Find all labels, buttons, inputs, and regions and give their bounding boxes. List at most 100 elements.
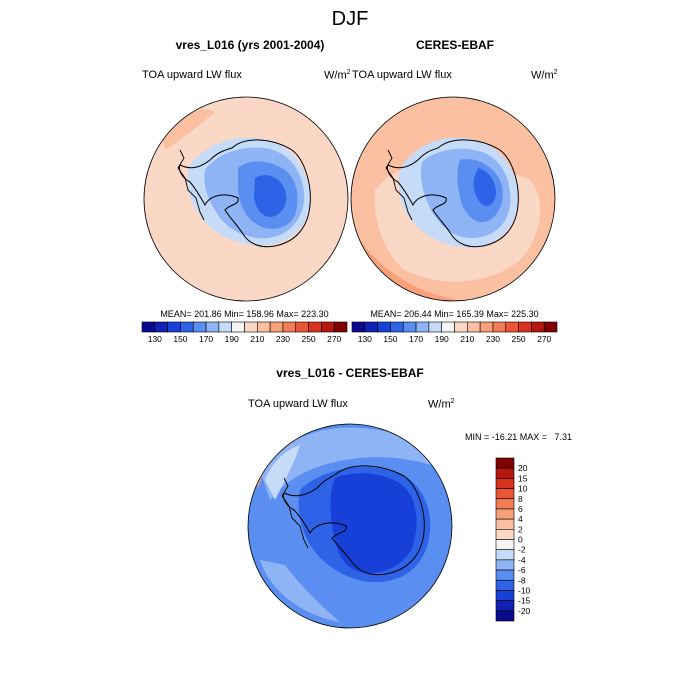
obs-colorbar-swatch	[377, 321, 391, 333]
model-colorbar-tick-label: 130	[148, 334, 162, 344]
model-variable-label: TOA upward LW flux	[142, 69, 242, 81]
model-polar-map	[144, 97, 348, 301]
model-colorbar-swatch	[333, 321, 348, 333]
obs-colorbar-swatch	[364, 321, 378, 333]
diff-colorbar-swatch	[495, 478, 515, 489]
obs-colorbar-tick-label: 190	[435, 334, 449, 344]
diff-colorbar-tick-label: 10	[518, 484, 528, 494]
diff-colorbar-swatch	[495, 610, 515, 622]
diff-map-border	[247, 423, 453, 629]
diff-colorbar-swatch	[495, 590, 515, 601]
model-panel-title: vres_L016 (yrs 2001-2004)	[175, 38, 325, 52]
diff-colorbar-swatch	[495, 539, 515, 550]
obs-colorbar-swatch	[479, 321, 494, 333]
model-coastline	[179, 139, 311, 248]
figure-title: DJF	[331, 8, 369, 30]
model-colorbar-swatch	[167, 321, 181, 333]
obs-colorbar: 130 150 170 190 210 230 250 270	[351, 321, 558, 344]
obs-colorbar-swatch	[492, 321, 507, 333]
obs-colorbar-tick-label: 270	[537, 334, 551, 344]
diff-colorbar-tick-label: 2	[518, 524, 523, 534]
model-colorbar-swatch	[218, 321, 232, 333]
obs-colorbar-swatch	[441, 321, 455, 333]
model-colorbar-swatch	[282, 321, 297, 333]
diff-colorbar-swatch	[495, 457, 515, 469]
obs-panel-title: CERES-EBAF	[415, 38, 494, 52]
model-colorbar-tick-label: 150	[173, 334, 187, 344]
model-colorbar-swatch	[244, 321, 258, 333]
diff-variable-label: TOA upward LW flux	[248, 398, 348, 410]
obs-colorbar-tick-label: 150	[383, 334, 397, 344]
diff-colorbar-tick-label: -15	[518, 596, 531, 606]
diff-coastline	[283, 465, 425, 576]
model-colorbar-tick-label: 270	[327, 334, 341, 344]
model-units-label: W/m2	[324, 69, 351, 82]
obs-map-border	[350, 96, 556, 302]
diff-colorbar-swatch	[495, 600, 515, 612]
obs-colorbar-swatch	[428, 321, 442, 333]
diff-core-region	[330, 473, 417, 573]
model-colorbar-swatch	[257, 321, 271, 333]
diff-colorbar-tick-label: 20	[518, 463, 528, 473]
model-colorbar-swatch	[154, 321, 168, 333]
model-colorbar: 130 150 170 190 210 230 250 270	[141, 321, 348, 344]
diff-colorbar-swatch	[495, 467, 515, 479]
model-colorbar-tick-label: 250	[301, 334, 315, 344]
diff-light-band	[260, 427, 445, 500]
diff-units-label: W/m2	[428, 398, 455, 411]
obs-colorbar-tick-label: 230	[486, 334, 500, 344]
model-colorbar-swatch	[231, 321, 245, 333]
diff-colorbar-tick-label: 15	[518, 473, 528, 483]
diff-light-south	[260, 560, 340, 622]
diff-colorbar-tick-label: 4	[518, 514, 523, 524]
diff-colorbar-swatch	[495, 508, 515, 520]
diff-panel-title: vres_L016 - CERES-EBAF	[276, 366, 424, 380]
obs-coastline	[387, 139, 519, 248]
diff-colorbar-swatch	[495, 559, 515, 571]
diff-polar-map	[248, 424, 452, 628]
diff-colorbar-tick-label: 8	[518, 494, 523, 504]
model-peninsula-coast	[177, 149, 205, 221]
obs-colorbar-swatch	[505, 321, 519, 333]
model-colorbar-tick-label: 190	[225, 334, 239, 344]
obs-colorbar-swatch	[531, 321, 545, 333]
obs-units-label: W/m2	[531, 69, 558, 82]
diff-pale-band	[265, 445, 300, 500]
obs-colorbar-swatch	[518, 321, 532, 333]
diff-colorbar-tick-label: 6	[518, 504, 523, 514]
obs-colorbar-swatch	[390, 321, 404, 333]
model-colorbar-tick-label: 230	[276, 334, 290, 344]
diff-colorbar-tick-label: -20	[518, 606, 531, 616]
model-colorbar-swatch	[295, 321, 309, 333]
model-colorbar-swatch	[180, 321, 194, 333]
model-colorbar-swatch	[321, 321, 335, 333]
model-colorbar-swatch	[192, 321, 207, 333]
obs-polar-map	[351, 97, 555, 301]
model-colorbar-swatch	[205, 321, 220, 333]
obs-colorbar-swatch	[351, 321, 366, 333]
diff-colorbar-tick-label: -2	[518, 545, 526, 555]
diff-colorbar-tick-label: 0	[518, 535, 523, 545]
obs-colorbar-tick-label: 170	[409, 334, 423, 344]
obs-colorbar-swatch	[415, 321, 430, 333]
obs-colorbar-swatch	[467, 321, 481, 333]
diff-colorbar-swatch	[495, 569, 515, 581]
model-colorbar-tick-label: 170	[199, 334, 213, 344]
diff-colorbar-swatch	[495, 498, 515, 510]
obs-ice-core	[473, 168, 496, 206]
model-colorbar-swatch	[141, 321, 156, 333]
diff-colorbar-swatch	[495, 488, 515, 500]
obs-peninsula-coast	[385, 149, 413, 221]
obs-colorbar-swatch	[543, 321, 558, 333]
model-colorbar-tick-label: 210	[250, 334, 264, 344]
obs-colorbar-tick-label: 250	[511, 334, 525, 344]
obs-colorbar-swatch	[454, 321, 468, 333]
obs-colorbar-tick-label: 210	[460, 334, 474, 344]
diff-colorbar-tick-label: -8	[518, 575, 526, 585]
obs-colorbar-tick-label: 130	[358, 334, 372, 344]
model-colorbar-swatch	[308, 321, 322, 333]
diff-minmax: MIN = -16.21 MAX = 7.31	[465, 432, 573, 442]
diff-colorbar-swatch	[495, 529, 515, 540]
